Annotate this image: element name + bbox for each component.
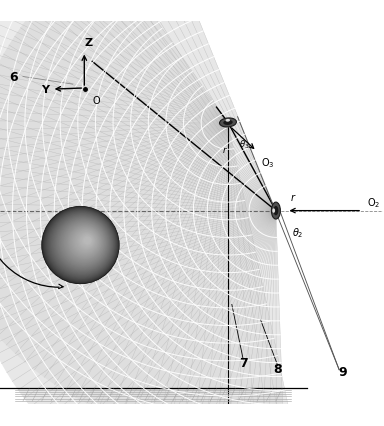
Circle shape xyxy=(60,220,107,268)
Circle shape xyxy=(83,237,91,245)
Circle shape xyxy=(60,220,107,267)
Circle shape xyxy=(62,222,106,265)
Wedge shape xyxy=(0,0,293,426)
Circle shape xyxy=(46,210,116,279)
Circle shape xyxy=(51,214,113,275)
Circle shape xyxy=(71,228,99,256)
Circle shape xyxy=(61,221,106,266)
Circle shape xyxy=(73,230,98,254)
Circle shape xyxy=(45,209,117,281)
Circle shape xyxy=(66,225,103,261)
Circle shape xyxy=(67,225,102,260)
Circle shape xyxy=(64,223,104,263)
Text: 9: 9 xyxy=(339,366,347,378)
Circle shape xyxy=(53,216,111,273)
Circle shape xyxy=(76,232,96,251)
Circle shape xyxy=(47,211,115,279)
Circle shape xyxy=(49,212,114,277)
Ellipse shape xyxy=(225,120,230,122)
Circle shape xyxy=(78,233,95,250)
Circle shape xyxy=(74,230,98,254)
Ellipse shape xyxy=(220,119,237,128)
Circle shape xyxy=(71,228,100,257)
Circle shape xyxy=(69,227,101,259)
Text: 8: 8 xyxy=(273,362,282,374)
Circle shape xyxy=(58,219,108,268)
Wedge shape xyxy=(0,0,287,426)
Text: r: r xyxy=(290,193,295,203)
Text: r: r xyxy=(223,146,226,155)
Circle shape xyxy=(84,238,90,244)
Circle shape xyxy=(76,232,96,252)
Text: Y: Y xyxy=(41,85,49,95)
Circle shape xyxy=(81,235,93,247)
Text: O: O xyxy=(93,96,100,106)
Circle shape xyxy=(53,215,112,274)
Circle shape xyxy=(42,207,119,284)
Circle shape xyxy=(70,227,100,258)
Circle shape xyxy=(55,217,110,271)
Circle shape xyxy=(56,217,109,271)
Ellipse shape xyxy=(271,203,280,219)
Circle shape xyxy=(65,224,104,262)
Circle shape xyxy=(43,208,118,283)
Text: O$_2$: O$_2$ xyxy=(367,196,381,209)
Circle shape xyxy=(54,216,111,272)
Ellipse shape xyxy=(272,209,275,213)
Ellipse shape xyxy=(273,206,278,216)
Circle shape xyxy=(48,212,115,278)
Circle shape xyxy=(68,226,101,259)
Circle shape xyxy=(63,222,105,264)
Circle shape xyxy=(57,218,109,270)
Text: 6: 6 xyxy=(10,71,18,84)
Circle shape xyxy=(65,224,103,262)
Circle shape xyxy=(50,213,114,276)
Ellipse shape xyxy=(223,121,233,126)
Text: Z: Z xyxy=(85,37,93,47)
Circle shape xyxy=(78,233,94,250)
Circle shape xyxy=(58,219,108,269)
Circle shape xyxy=(75,231,97,253)
Circle shape xyxy=(72,229,99,255)
Circle shape xyxy=(42,207,119,284)
Circle shape xyxy=(82,236,92,246)
Text: 7: 7 xyxy=(239,356,248,369)
Circle shape xyxy=(83,236,92,245)
Text: $\theta_2$: $\theta_2$ xyxy=(292,226,303,239)
Circle shape xyxy=(80,235,93,248)
Text: $\theta_3$: $\theta_3$ xyxy=(240,138,250,151)
Circle shape xyxy=(44,208,118,282)
Circle shape xyxy=(46,210,116,280)
Circle shape xyxy=(79,234,94,249)
Text: O$_3$: O$_3$ xyxy=(261,155,274,170)
Circle shape xyxy=(51,213,113,276)
